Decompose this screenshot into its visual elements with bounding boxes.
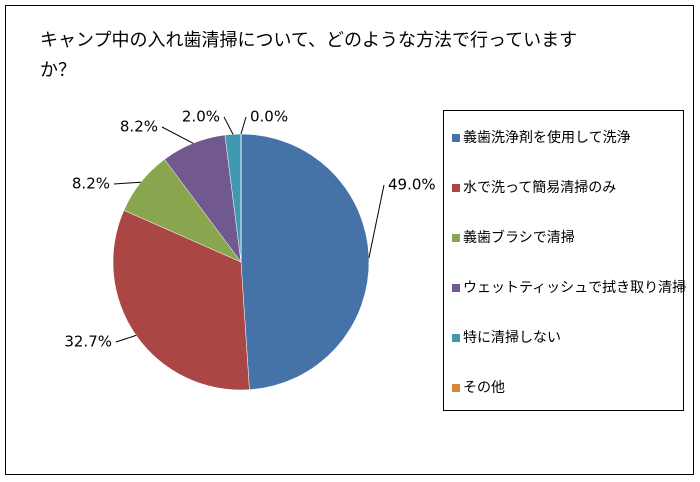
data-label: 0.0%	[250, 108, 288, 126]
legend-swatch	[452, 384, 460, 392]
leader-line	[113, 181, 141, 185]
data-label: 8.2%	[72, 175, 110, 193]
legend-swatch	[452, 284, 460, 292]
leader-line	[240, 116, 247, 135]
legend-swatch	[452, 334, 460, 342]
data-label: 32.7%	[64, 333, 112, 351]
leader-line	[223, 116, 234, 135]
legend-swatch	[452, 234, 460, 242]
data-label: 2.0%	[182, 108, 220, 126]
legend-swatch	[452, 184, 460, 192]
legend-label: 義歯洗浄剤を使用して洗浄	[463, 129, 631, 146]
legend-label: 義歯ブラシで清掃	[463, 229, 575, 246]
chart-title: キャンプ中の入れ歯清掃について、どのような方法で行っていますか？	[40, 30, 578, 81]
leader-line	[161, 126, 194, 144]
legend-label: ウェットティッシュで拭き取り清掃	[463, 279, 686, 296]
leader-line	[115, 334, 137, 343]
legend-swatch	[452, 134, 460, 142]
pie-slice	[112, 209, 250, 391]
data-label: 49.0%	[388, 176, 436, 194]
pie-slice	[240, 133, 370, 390]
leader-line	[368, 184, 385, 258]
legend-box	[443, 110, 684, 411]
legend-label: その他	[463, 380, 505, 396]
legend-label: 水で洗って簡易清掃のみ	[463, 179, 616, 196]
legend-label: 特に清掃しない	[463, 329, 561, 346]
data-label: 8.2%	[120, 118, 158, 136]
